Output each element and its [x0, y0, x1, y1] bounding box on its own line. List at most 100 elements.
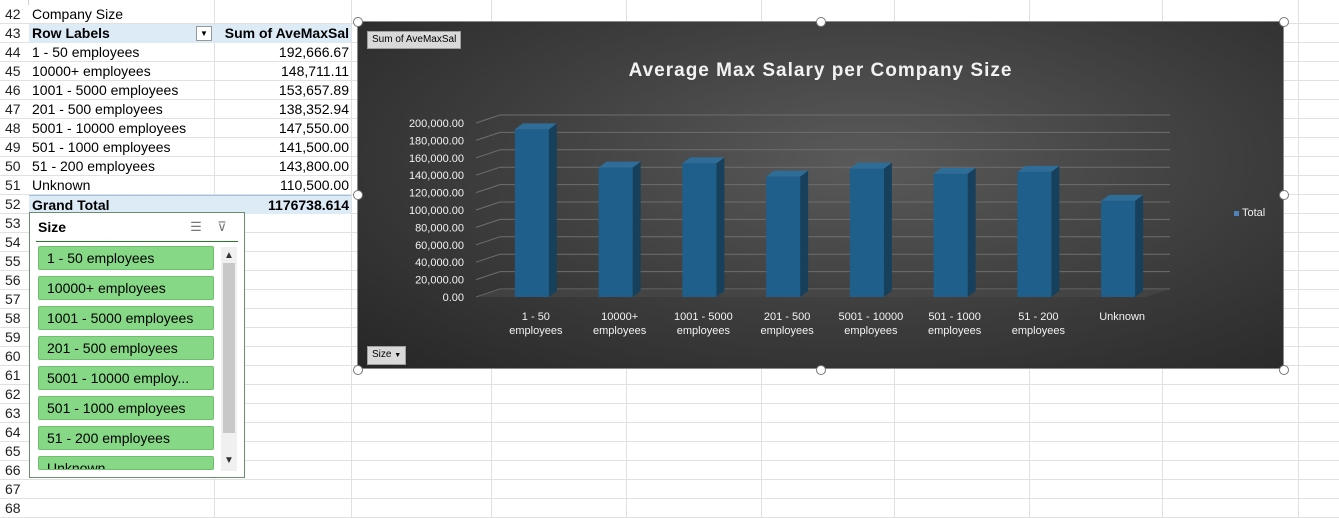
chart-legend[interactable]: Total — [1234, 207, 1265, 219]
bar-top — [682, 157, 725, 164]
y-tick-label: 40,000.00 — [415, 257, 464, 269]
x-tick-label: employees — [509, 325, 563, 337]
x-tick-label: 201 - 500 — [764, 311, 810, 323]
bar-top — [1017, 165, 1060, 172]
row-header[interactable]: 52 — [0, 195, 29, 214]
size-slicer[interactable]: Size ☰ ⊽ 1 - 50 employees 10000+ employee… — [29, 212, 245, 478]
bar — [514, 129, 549, 297]
slicer-item[interactable]: 1 - 50 employees — [38, 246, 214, 270]
pivot-row-label[interactable]: 1001 - 5000 employees — [32, 82, 179, 98]
pivot-row-value[interactable]: 153,657.89 — [278, 82, 349, 98]
row-gridline — [29, 479, 1339, 480]
pivot-row-value[interactable]: 192,666.67 — [278, 44, 349, 60]
row-gridline — [29, 460, 1339, 461]
row-header[interactable]: 56 — [0, 271, 29, 290]
row-header[interactable]: 54 — [0, 233, 29, 252]
gridline-depth — [475, 184, 501, 194]
pivot-row-labels-header[interactable]: Row Labels ▼ — [29, 24, 214, 43]
filter-dropdown-icon[interactable]: ▼ — [196, 26, 212, 41]
slicer-item[interactable]: 5001 - 10000 employ... — [38, 366, 214, 390]
y-tick-label: 20,000.00 — [415, 275, 464, 287]
row-header[interactable]: 46 — [0, 81, 29, 100]
slicer-item[interactable]: Unknown — [38, 456, 214, 470]
cell-a42[interactable]: Company Size — [32, 6, 124, 22]
resize-handle-right[interactable] — [1279, 190, 1289, 200]
pivot-row-value[interactable]: 141,500.00 — [278, 139, 349, 155]
row-header[interactable]: 64 — [0, 423, 29, 442]
resize-handle-top-left[interactable] — [353, 17, 363, 27]
row-header[interactable]: 58 — [0, 309, 29, 328]
clear-filter-icon[interactable]: ⊽ — [217, 219, 227, 234]
bar — [1101, 200, 1136, 297]
slicer-item[interactable]: 201 - 500 employees — [38, 336, 214, 360]
pivot-row-label[interactable]: 10000+ employees — [32, 63, 151, 79]
pivot-row-label[interactable]: 1 - 50 employees — [32, 44, 140, 60]
row-header[interactable]: 63 — [0, 404, 29, 423]
gridline-depth — [475, 201, 501, 211]
resize-handle-top-right[interactable] — [1279, 17, 1289, 27]
slicer-item[interactable]: 10000+ employees — [38, 276, 214, 300]
row-header[interactable]: 68 — [0, 499, 29, 518]
row-header[interactable]: 42 — [0, 5, 29, 24]
row-header[interactable]: 66 — [0, 461, 29, 480]
slicer-title: Size — [38, 219, 67, 235]
row-header[interactable]: 61 — [0, 366, 29, 385]
gridline-depth — [475, 114, 501, 124]
pivot-row-label[interactable]: 201 - 500 employees — [32, 101, 163, 117]
slicer-item[interactable]: 1001 - 5000 employees — [38, 306, 214, 330]
pivot-grand-total-value[interactable]: 1176738.614 — [214, 195, 351, 214]
scroll-up-icon[interactable]: ▲ — [224, 250, 234, 261]
row-header[interactable]: 55 — [0, 252, 29, 271]
slicer-scroll-thumb[interactable] — [223, 263, 235, 433]
x-tick-label: 5001 - 10000 — [838, 311, 903, 323]
row-header[interactable]: 62 — [0, 385, 29, 404]
row-header[interactable]: 65 — [0, 442, 29, 461]
bar-top — [598, 161, 641, 168]
bar — [682, 163, 717, 297]
scroll-down-icon[interactable]: ▼ — [224, 455, 234, 466]
resize-handle-bottom-left[interactable] — [353, 365, 363, 375]
slicer-item[interactable]: 51 - 200 employees — [38, 426, 214, 450]
row-header[interactable]: 57 — [0, 290, 29, 309]
resize-handle-bottom-right[interactable] — [1279, 365, 1289, 375]
row-header[interactable]: 47 — [0, 100, 29, 119]
y-tick-label: 100,000.00 — [409, 205, 464, 217]
bar-top — [514, 123, 557, 130]
chart-title[interactable]: Average Max Salary per Company Size — [628, 60, 1013, 81]
pivot-value-header[interactable]: Sum of AveMaxSal — [214, 24, 351, 43]
row-header[interactable]: 60 — [0, 347, 29, 366]
slicer-divider — [36, 241, 238, 242]
pivot-row-value[interactable]: 147,550.00 — [278, 120, 349, 136]
slicer-item[interactable]: 501 - 1000 employees — [38, 396, 214, 420]
row-header[interactable]: 49 — [0, 138, 29, 157]
pivot-chart[interactable]: Sum of AveMaxSal Average Max Salary per … — [357, 21, 1284, 369]
pivot-row-value[interactable]: 143,800.00 — [278, 158, 349, 174]
x-tick-label: 10000+ — [601, 311, 638, 323]
row-header[interactable]: 59 — [0, 328, 29, 347]
row-header[interactable]: 48 — [0, 119, 29, 138]
pivot-row-value[interactable]: 148,711.11 — [281, 63, 349, 79]
resize-handle-top[interactable] — [816, 17, 826, 27]
gridline-depth — [475, 253, 501, 263]
y-tick-label: 120,000.00 — [409, 188, 464, 200]
row-header[interactable]: 50 — [0, 157, 29, 176]
pivot-row-value[interactable]: 138,352.94 — [278, 101, 349, 117]
pivot-row-label[interactable]: 501 - 1000 employees — [32, 139, 171, 155]
axis-field-button[interactable]: Size ▼ — [367, 346, 407, 365]
row-header[interactable]: 45 — [0, 62, 29, 81]
pivot-grand-total-label[interactable]: Grand Total — [29, 195, 214, 214]
row-header[interactable]: 51 — [0, 176, 29, 195]
multi-select-icon[interactable]: ☰ — [190, 219, 202, 234]
pivot-row-label[interactable]: 51 - 200 employees — [32, 158, 155, 174]
pivot-row-value[interactable]: 110,500.00 — [279, 177, 349, 193]
row-header[interactable]: 44 — [0, 43, 29, 62]
row-header[interactable]: 67 — [0, 480, 29, 499]
value-field-button[interactable]: Sum of AveMaxSal — [367, 31, 462, 49]
pivot-row-label[interactable]: 5001 - 10000 employees — [32, 120, 187, 136]
pivot-row-label[interactable]: Unknown — [32, 177, 91, 193]
resize-handle-bottom[interactable] — [816, 365, 826, 375]
row-header[interactable]: 53 — [0, 214, 29, 233]
resize-handle-left[interactable] — [353, 190, 363, 200]
x-tick-label: employees — [677, 325, 731, 337]
row-header[interactable]: 43 — [0, 24, 29, 43]
